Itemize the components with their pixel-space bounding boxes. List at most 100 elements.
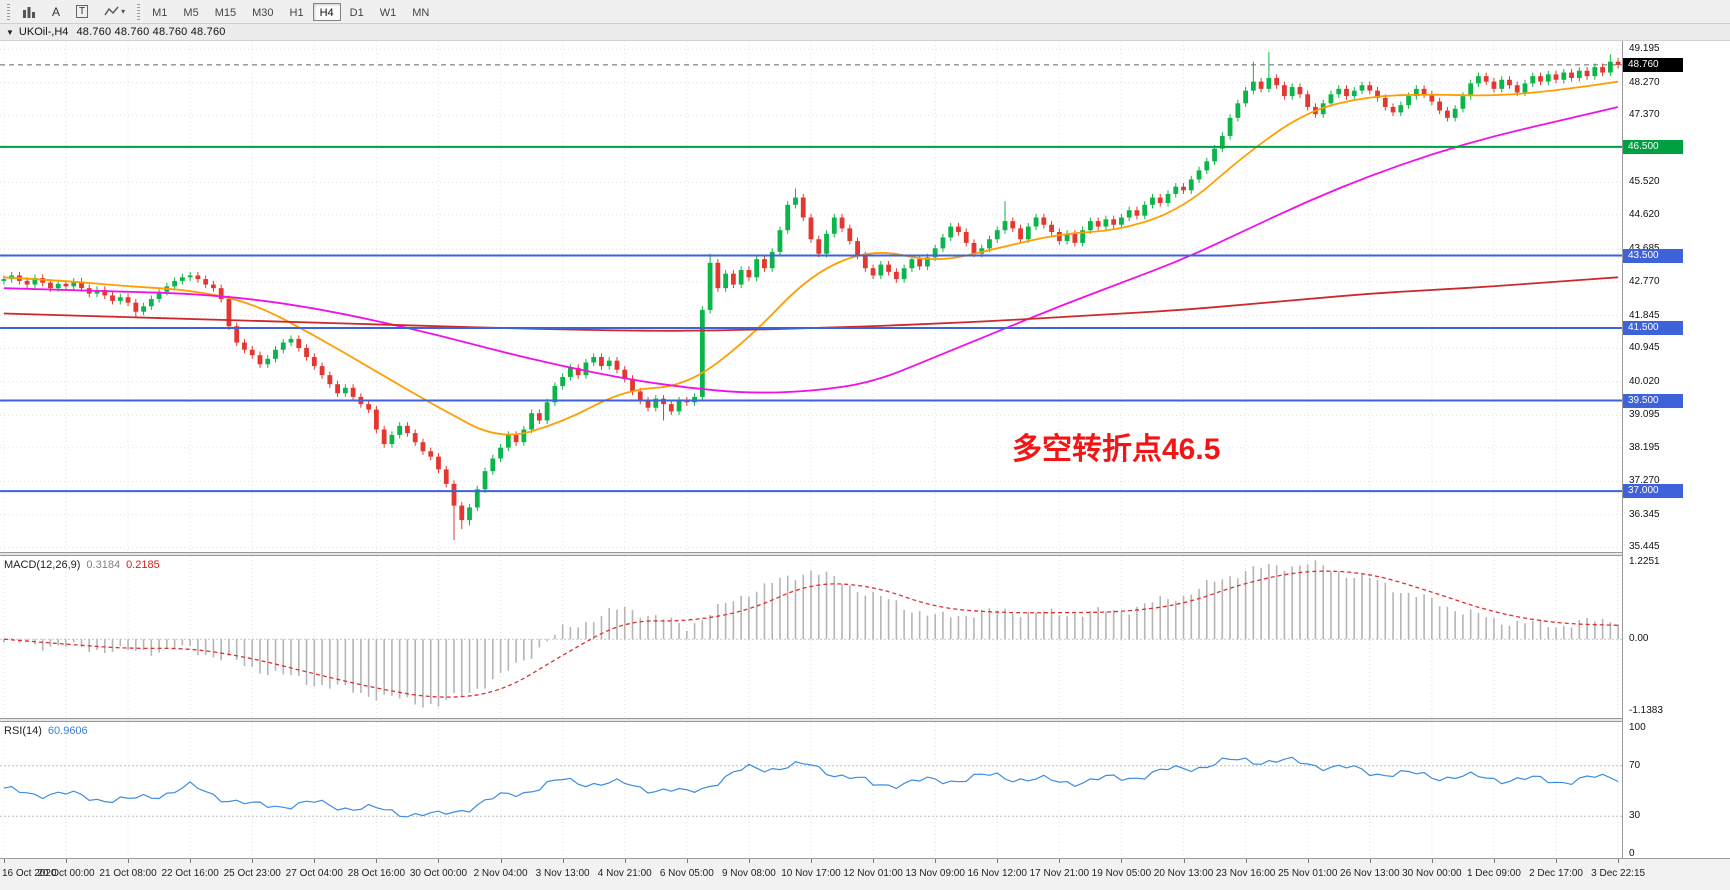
time-tick: [935, 859, 937, 863]
time-axis-label: 21 Oct 08:00: [99, 868, 157, 879]
price-tick-label: 49.195: [1629, 43, 1660, 55]
time-axis-label: 20 Nov 13:00: [1153, 868, 1214, 879]
price-tick-label: 40.020: [1629, 375, 1660, 387]
price-line-badge: 37.000: [1623, 484, 1683, 499]
time-axis-label: 17 Nov 21:00: [1029, 868, 1090, 879]
time-axis-label: 30 Nov 00:00: [1402, 868, 1462, 879]
time-tick: [748, 859, 750, 863]
price-scale[interactable]: 49.195 48.270 47.370 45.520 44.620 43.685 42.7…: [1622, 41, 1730, 859]
candles-layer: [1, 51, 1621, 541]
indicators-icon[interactable]: ▾: [97, 2, 132, 22]
price-tick-label: 47.370: [1629, 109, 1660, 121]
time-tick: [65, 859, 67, 863]
time-tick: [1431, 859, 1433, 863]
time-tick: [190, 859, 192, 863]
time-axis-label: 2 Dec 17:00: [1529, 868, 1583, 879]
time-tick: [500, 859, 502, 863]
time-axis-label: 27 Oct 04:00: [285, 868, 343, 879]
price-tick-label: 36.345: [1629, 508, 1660, 520]
time-tick: [1618, 859, 1620, 863]
time-tick: [1307, 859, 1309, 863]
time-axis-label: 6 Nov 05:00: [659, 868, 714, 879]
panel-separator[interactable]: [0, 718, 1730, 722]
price-tick-label: 43.685: [1629, 243, 1660, 255]
timeframe-button-M30[interactable]: M30: [245, 3, 280, 21]
toolbar-grip[interactable]: [137, 3, 141, 20]
time-axis-label: 23 Nov 16:00: [1215, 868, 1276, 879]
panel-separator[interactable]: [0, 552, 1730, 556]
rsi-grid: [0, 722, 1622, 858]
timeframe-button-M5[interactable]: M5: [176, 3, 205, 21]
bar-chart-icon[interactable]: [15, 2, 43, 22]
price-chart-panel[interactable]: [0, 41, 1622, 552]
time-axis-label: 26 Nov 13:00: [1340, 868, 1400, 879]
window-menu-icon[interactable]: ▼: [6, 27, 14, 37]
chart-annotation-text[interactable]: 多空转折点46.5: [1012, 433, 1221, 466]
macd-main-value: 0.3184: [86, 559, 121, 571]
price-tick-label: 39.095: [1629, 409, 1660, 421]
timeframe-button-D1[interactable]: D1: [343, 3, 371, 21]
cursor-a-icon[interactable]: A: [45, 2, 67, 22]
time-tick: [438, 859, 440, 863]
rsi-tick-label: 100: [1629, 722, 1646, 733]
macd-histogram: [3, 560, 1619, 708]
price-tick-label: 38.195: [1629, 441, 1660, 453]
time-axis-label: 3 Dec 22:15: [1591, 868, 1646, 879]
time-tick: [997, 859, 999, 863]
chevron-down-icon: ▾: [121, 7, 126, 16]
macd-signal-value: 0.2185: [126, 559, 160, 571]
rsi-line: [3, 756, 1619, 818]
text-label-glyph: T: [76, 5, 89, 18]
time-tick: [376, 859, 378, 863]
timeframe-button-W1[interactable]: W1: [373, 3, 404, 21]
rsi-tick-label: 70: [1629, 759, 1641, 771]
price-grid: [0, 41, 1622, 552]
timeframe-button-M1[interactable]: M1: [145, 3, 174, 21]
time-axis-label: 4 Nov 21:00: [597, 868, 652, 879]
toolbar: A T ▾ M1 M5 M15 M30 H1 H4 D1 W1 MN: [0, 0, 1730, 24]
timeframe-button-H4[interactable]: H4: [312, 2, 341, 21]
time-axis-label: 25 Nov 01:00: [1277, 868, 1338, 879]
time-scale[interactable]: 16 Oct 2020 20 Oct 00:00 21 Oct 08:00 22 Oc…: [0, 858, 1730, 890]
time-axis-label: 13 Nov 09:00: [905, 868, 965, 879]
time-axis-label: 3 Nov 13:00: [535, 868, 590, 879]
timeframe-button-MN[interactable]: MN: [405, 3, 436, 21]
time-axis-label: 28 Oct 16:00: [347, 868, 406, 879]
time-tick: [686, 859, 688, 863]
time-axis-label: 22 Oct 16:00: [161, 868, 219, 879]
macd-indicator-panel[interactable]: [0, 556, 1622, 718]
chart-window-titlebar: ▼ UKOil-,H4 48.760 48.760 48.760 48.760: [0, 24, 1730, 41]
time-tick: [873, 859, 875, 863]
macd-label-row: MACD(12,26,9) 0.3184 0.2185: [4, 559, 160, 571]
price-tick-label: 40.945: [1629, 342, 1660, 354]
timeframe-button-M15[interactable]: M15: [208, 3, 243, 21]
timeframe-button-H1[interactable]: H1: [283, 3, 311, 21]
rsi-indicator-panel[interactable]: [0, 722, 1622, 858]
time-axis-label: 25 Oct 23:00: [223, 868, 281, 879]
bar-chart-glyph: [23, 6, 35, 18]
time-tick: [314, 859, 316, 863]
macd-tick-label: 0.00: [1629, 633, 1649, 645]
current-price-badge: 48.760: [1623, 57, 1683, 72]
time-axis-label: 16 Oct 2020: [2, 868, 57, 879]
rsi-tick-label: 30: [1629, 810, 1641, 822]
rsi-value: 60.9606: [47, 725, 88, 737]
toolbar-grip[interactable]: [7, 3, 10, 20]
time-tick: [1369, 859, 1371, 863]
time-tick: [1245, 859, 1247, 863]
time-tick: [1121, 859, 1123, 863]
time-tick: [3, 859, 5, 863]
time-tick: [624, 859, 626, 863]
price-tick-label: 45.520: [1629, 176, 1660, 188]
time-axis-label: 1 Dec 09:00: [1466, 868, 1521, 879]
time-axis-label: 30 Oct 00:00: [409, 868, 468, 879]
time-tick: [562, 859, 564, 863]
time-tick: [252, 859, 254, 863]
time-axis-label: 12 Nov 01:00: [843, 868, 903, 879]
chart-title: UKOil-,H4: [18, 26, 69, 38]
time-tick: [1493, 859, 1495, 863]
time-axis-label: 2 Nov 04:00: [473, 868, 528, 879]
text-label-icon[interactable]: T: [69, 2, 95, 22]
macd-label: MACD(12,26,9): [4, 559, 81, 571]
